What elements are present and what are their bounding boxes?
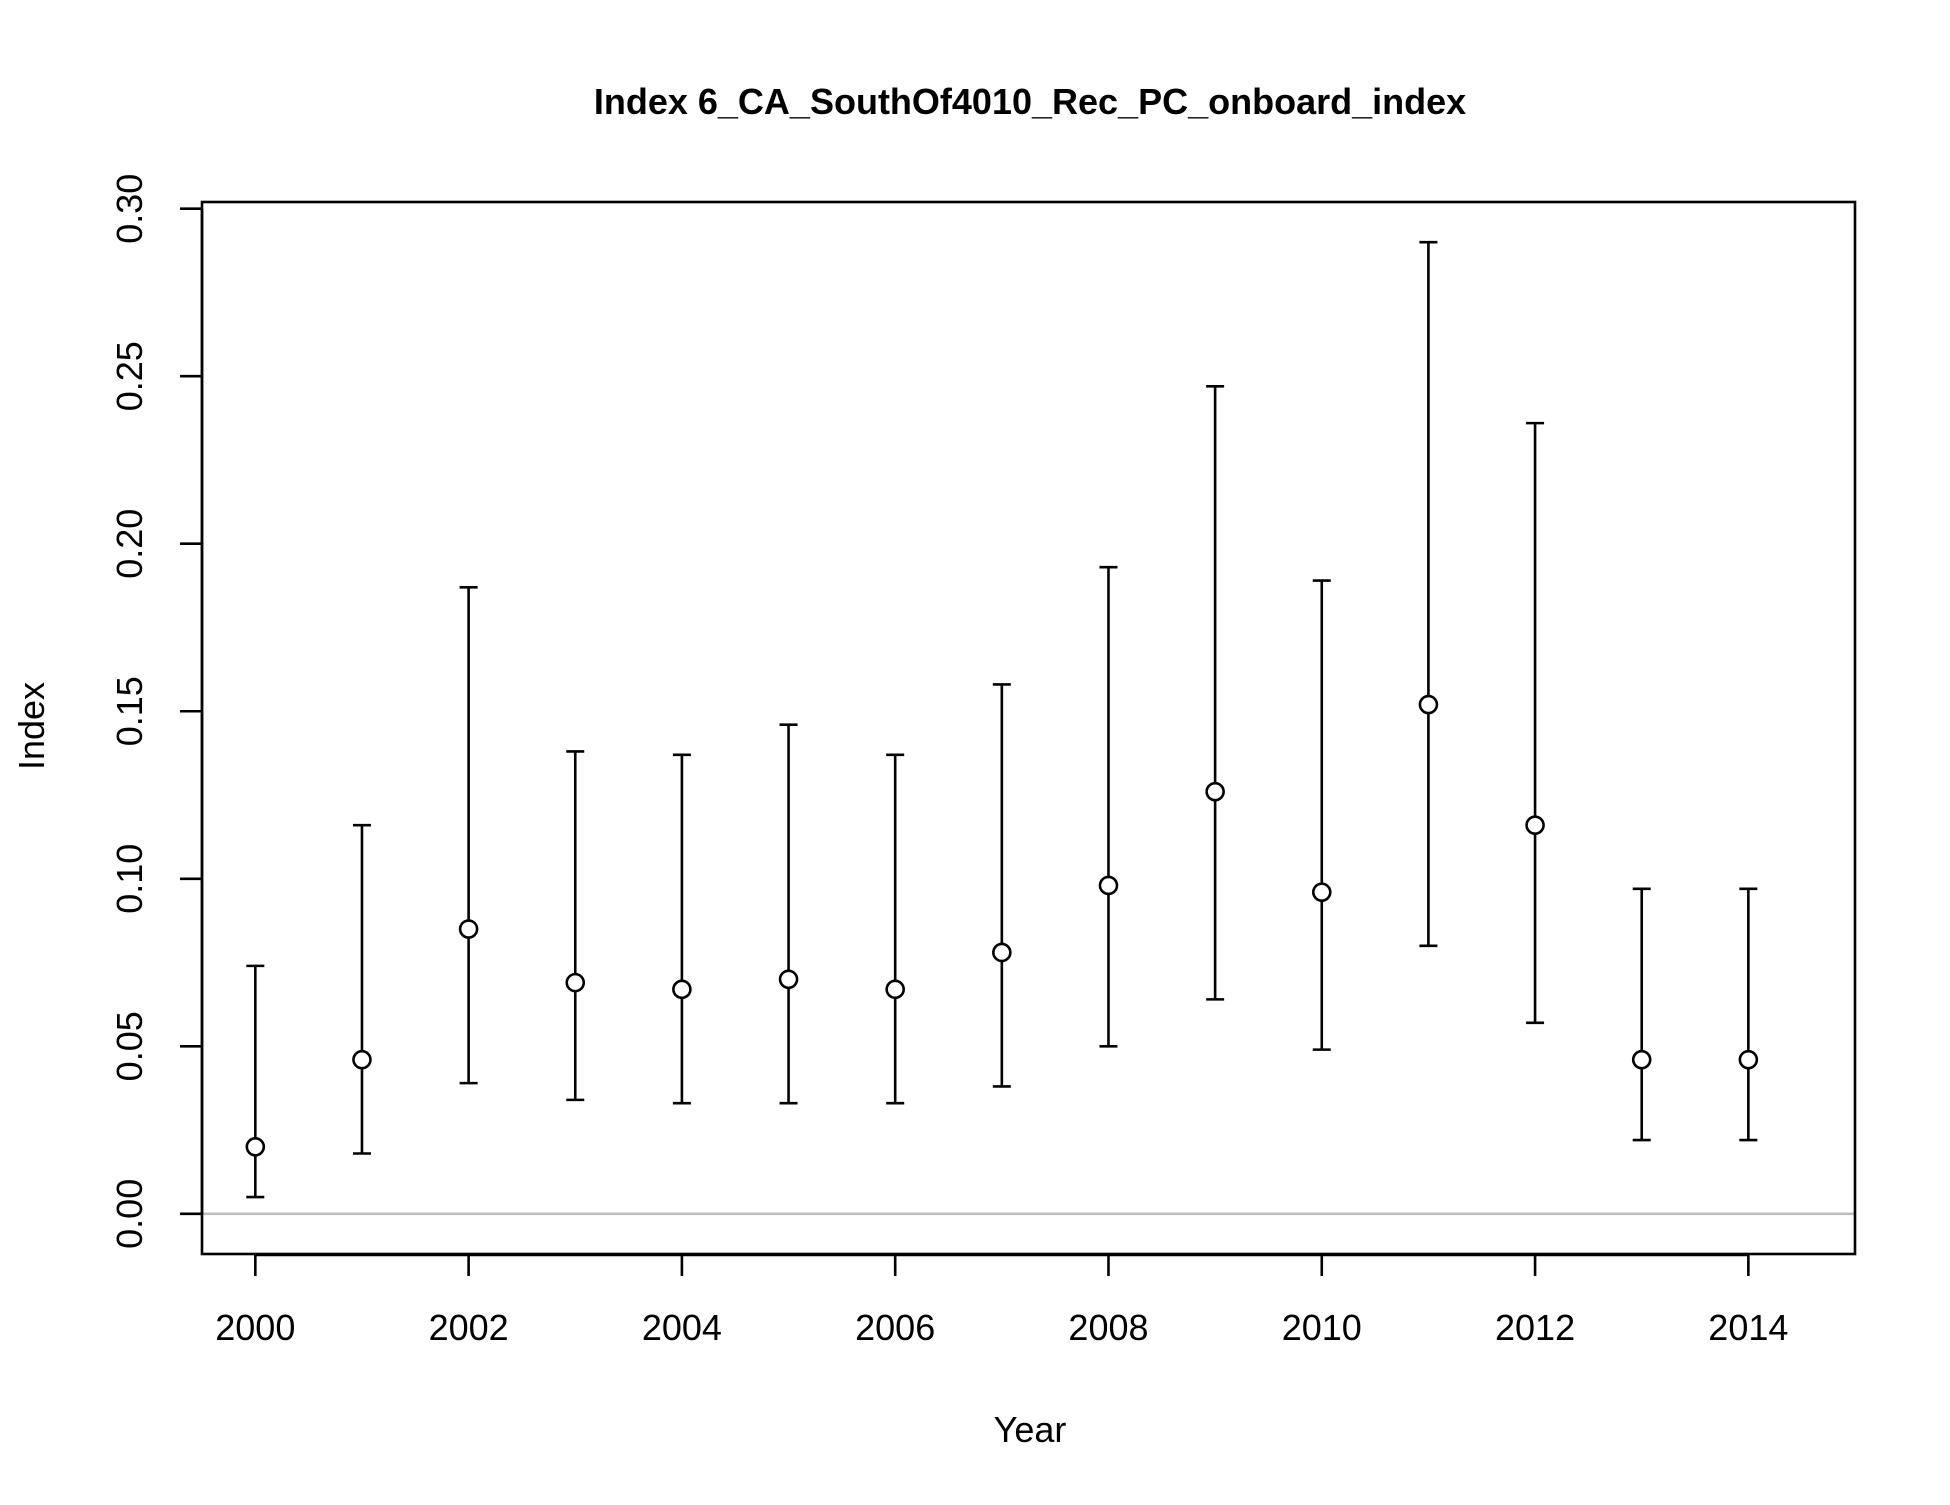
data-point: [458, 919, 479, 939]
x-tick-label: 2014: [1708, 1307, 1788, 1348]
plot-frame: [200, 200, 1857, 1256]
y-tick-label: 0.05: [109, 1011, 150, 1081]
x-tick-label: 2004: [642, 1307, 722, 1348]
x-tick-label: 2002: [429, 1307, 509, 1348]
x-tick-label: 2000: [215, 1307, 295, 1348]
x-tick-label: 2006: [855, 1307, 935, 1348]
data-point: [672, 979, 692, 1000]
y-tick-label: 0.00: [109, 1179, 150, 1249]
data-point: [1525, 815, 1545, 835]
chart-title: Index 6_CA_SouthOf4010_Rec_PC_onboard_in…: [594, 81, 1466, 122]
data-point: [885, 979, 905, 1000]
x-axis-label: Year: [994, 1409, 1067, 1450]
data-point: [1205, 781, 1225, 802]
y-tick-label: 0.10: [109, 844, 150, 914]
data-point: [1631, 1049, 1652, 1070]
x-tick-label: 2012: [1495, 1307, 1575, 1348]
chart-marks: 2000 2002 2004 2006 2008 2010 2012 2014 0.00 0.05…: [109, 174, 1855, 1348]
data-point: [992, 942, 1012, 963]
y-tick-label: 0.15: [109, 676, 150, 746]
y-axis-label: Index: [11, 682, 52, 770]
data-point: [352, 1049, 372, 1070]
data-point: [1738, 1049, 1759, 1070]
data-point: [1098, 875, 1119, 896]
data-point: [1311, 882, 1332, 902]
y-tick-label: 0.25: [109, 341, 150, 411]
data-point: [778, 969, 799, 990]
y-tick-label: 0.30: [109, 174, 150, 244]
x-tick-label: 2008: [1068, 1307, 1148, 1348]
data-point: [565, 972, 586, 993]
y-tick-label: 0.20: [109, 509, 150, 579]
data-point: [245, 1136, 266, 1157]
x-tick-label: 2010: [1282, 1307, 1362, 1348]
data-point: [1418, 694, 1439, 715]
